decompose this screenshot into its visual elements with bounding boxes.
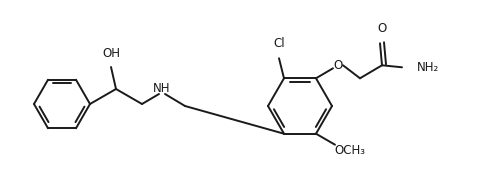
Text: OH: OH (102, 47, 120, 60)
Text: OCH₃: OCH₃ (335, 144, 366, 157)
Text: O: O (377, 22, 387, 35)
Text: NH₂: NH₂ (417, 61, 439, 74)
Text: O: O (333, 59, 343, 72)
Text: Cl: Cl (273, 37, 285, 50)
Text: NH: NH (153, 82, 171, 95)
